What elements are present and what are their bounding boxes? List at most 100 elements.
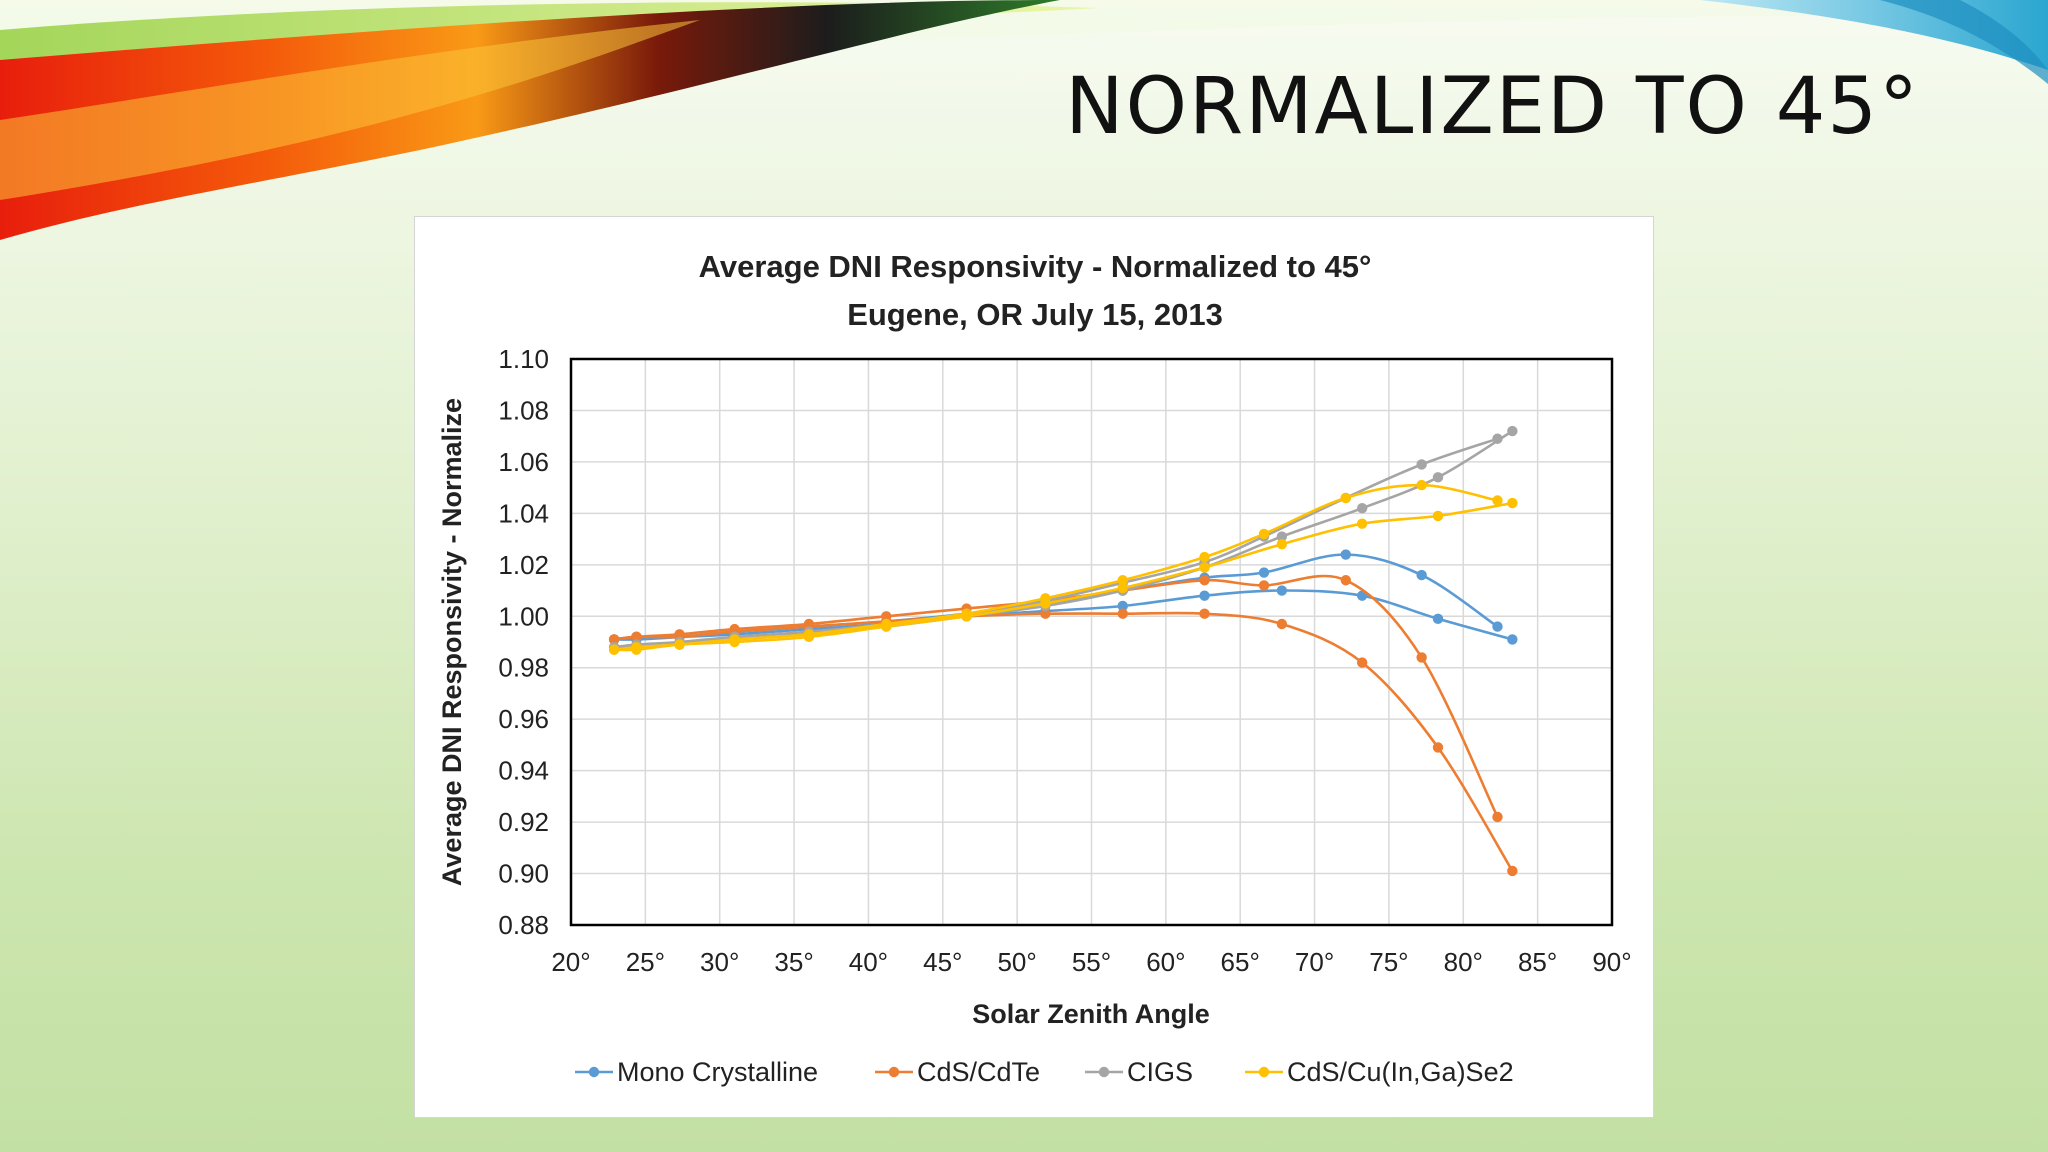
chart-title: Average DNI Responsivity - Normalized to… bbox=[699, 249, 1372, 284]
y-tick-label: 1.06 bbox=[498, 447, 549, 477]
series-line-cigs bbox=[614, 429, 1514, 649]
data-point-cds-cu-in-ga-se2 bbox=[881, 618, 892, 630]
data-point-cigs bbox=[1276, 531, 1288, 542]
data-point-mono-crystalline bbox=[1258, 567, 1270, 578]
legend-item: Mono Crystalline bbox=[575, 1057, 818, 1087]
legend-item: CdS/CdTe bbox=[875, 1057, 1040, 1087]
data-point-cds-cu-in-ga-se2 bbox=[961, 608, 972, 619]
data-point-mono-crystalline bbox=[1432, 613, 1444, 625]
y-tick-label: 0.94 bbox=[498, 756, 549, 786]
y-tick-label: 0.92 bbox=[498, 807, 549, 837]
data-point-cds-cdte bbox=[608, 634, 620, 645]
plot-area-frame bbox=[569, 357, 1614, 927]
legend-swatch-marker bbox=[588, 1066, 600, 1078]
decorative-swoosh bbox=[0, 0, 2048, 240]
line-chart: Average DNI Responsivity - Normalized to… bbox=[437, 249, 1632, 1087]
data-point-cds-cdte bbox=[1507, 865, 1518, 877]
data-point-cds-cu-in-ga-se2 bbox=[1117, 582, 1128, 594]
x-tick-label: 45° bbox=[923, 947, 962, 977]
legend-label: CIGS bbox=[1127, 1057, 1193, 1087]
data-point-cigs bbox=[1432, 472, 1444, 483]
x-tick-label: 35° bbox=[774, 947, 813, 977]
data-point-cds-cdte bbox=[631, 631, 642, 643]
series-cds-cu-in-ga-se2 bbox=[608, 479, 1518, 655]
data-point-cds-cu-in-ga-se2 bbox=[803, 629, 815, 640]
data-point-cds-cu-in-ga-se2 bbox=[1340, 492, 1352, 504]
slide-title: NORMALIZED TO 45° bbox=[1065, 62, 1920, 152]
data-point-cds-cdte bbox=[1356, 657, 1368, 668]
data-point-mono-crystalline bbox=[1492, 621, 1503, 632]
data-point-cds-cu-in-ga-se2 bbox=[1492, 495, 1503, 506]
y-tick-label: 1.10 bbox=[498, 344, 549, 374]
data-point-cds-cdte bbox=[1040, 608, 1051, 619]
x-tick-label: 25° bbox=[626, 947, 665, 977]
data-point-mono-crystalline bbox=[1340, 549, 1352, 560]
chart-subtitle: Eugene, OR July 15, 2013 bbox=[847, 297, 1223, 332]
legend-swatch-marker bbox=[1258, 1066, 1270, 1078]
x-tick-label: 65° bbox=[1221, 947, 1260, 977]
legend-label: CdS/CdTe bbox=[917, 1057, 1040, 1087]
x-axis-label: Solar Zenith Angle bbox=[972, 999, 1210, 1029]
x-tick-label: 90° bbox=[1592, 947, 1631, 977]
series-line-cds-cdte bbox=[613, 574, 1499, 818]
data-point-cds-cu-in-ga-se2 bbox=[1276, 539, 1288, 550]
data-point-cds-cu-in-ga-se2 bbox=[729, 634, 740, 645]
legend-swatch-marker bbox=[888, 1066, 900, 1078]
data-point-cds-cdte bbox=[1117, 608, 1128, 619]
series-layer bbox=[608, 425, 1518, 877]
data-point-mono-crystalline bbox=[1416, 569, 1427, 581]
legend-label: CdS/Cu(In,Ga)Se2 bbox=[1287, 1057, 1514, 1087]
y-tick-label: 1.08 bbox=[498, 395, 549, 425]
data-point-mono-crystalline bbox=[1507, 634, 1518, 645]
x-tick-label: 80° bbox=[1444, 947, 1483, 977]
y-tick-label: 1.00 bbox=[498, 601, 549, 631]
data-point-cds-cu-in-ga-se2 bbox=[1258, 528, 1270, 540]
y-tick-label: 0.90 bbox=[498, 859, 549, 889]
series-cds-cdte bbox=[608, 574, 1518, 877]
data-point-cds-cu-in-ga-se2 bbox=[1117, 575, 1128, 586]
data-point-cds-cdte bbox=[881, 611, 892, 622]
x-tick-label: 60° bbox=[1146, 947, 1185, 977]
data-point-cds-cdte bbox=[1432, 742, 1444, 753]
data-point-cds-cdte bbox=[1199, 575, 1210, 586]
series-line-cds-cdte bbox=[613, 611, 1514, 872]
legend-item: CdS/Cu(In,Ga)Se2 bbox=[1245, 1057, 1514, 1087]
data-point-mono-crystalline bbox=[1117, 600, 1128, 612]
y-axis-ticks: 0.88 0.90 0.92 0.94 0.96 0.98 1.00 1.02 1.04 1.06… bbox=[498, 344, 549, 940]
data-point-cds-cdte bbox=[1258, 580, 1270, 591]
data-point-cds-cu-in-ga-se2 bbox=[1356, 518, 1368, 529]
data-point-cigs bbox=[1416, 459, 1427, 470]
data-point-cds-cu-in-ga-se2 bbox=[1199, 551, 1210, 563]
y-tick-label: 0.88 bbox=[498, 910, 549, 940]
chart-panel: Average DNI Responsivity - Normalized to… bbox=[414, 216, 1654, 1118]
y-tick-label: 0.98 bbox=[498, 653, 549, 683]
x-tick-label: 30° bbox=[700, 947, 739, 977]
data-point-cds-cu-in-ga-se2 bbox=[674, 639, 685, 650]
x-tick-label: 50° bbox=[997, 947, 1036, 977]
data-point-cigs bbox=[1356, 503, 1368, 514]
data-point-cds-cu-in-ga-se2 bbox=[1507, 497, 1518, 509]
data-point-cds-cdte bbox=[674, 629, 685, 640]
x-tick-label: 20° bbox=[551, 947, 590, 977]
x-axis-ticks: 20° 25° 30° 35° 40° 45° 50° 55° 60° 65° 70° 75° 80° 8… bbox=[551, 947, 1631, 977]
data-point-cds-cu-in-ga-se2 bbox=[1432, 510, 1444, 522]
x-tick-label: 40° bbox=[849, 947, 888, 977]
data-point-cigs bbox=[1507, 425, 1518, 437]
y-tick-label: 0.96 bbox=[498, 704, 549, 734]
data-point-mono-crystalline bbox=[1199, 590, 1210, 601]
legend-swatch-marker bbox=[1098, 1066, 1110, 1078]
legend-label: Mono Crystalline bbox=[617, 1057, 818, 1087]
data-point-cds-cdte bbox=[803, 618, 815, 630]
data-point-cds-cdte bbox=[1199, 608, 1210, 619]
legend-item: CIGS bbox=[1085, 1057, 1193, 1087]
y-tick-label: 1.02 bbox=[498, 550, 549, 580]
y-axis-label: Average DNI Responsivity - Normalize bbox=[437, 398, 467, 886]
x-tick-label: 55° bbox=[1072, 947, 1111, 977]
data-point-cds-cu-in-ga-se2 bbox=[1040, 593, 1051, 604]
legend: Mono Crystalline CdS/CdTe CIGS CdS/Cu(In,Ga… bbox=[575, 1057, 1514, 1087]
x-tick-label: 85° bbox=[1518, 947, 1557, 977]
series-cigs bbox=[608, 425, 1518, 653]
data-point-cds-cu-in-ga-se2 bbox=[1199, 562, 1210, 573]
data-point-cds-cdte bbox=[1276, 618, 1288, 630]
data-point-cds-cu-in-ga-se2 bbox=[631, 641, 642, 653]
